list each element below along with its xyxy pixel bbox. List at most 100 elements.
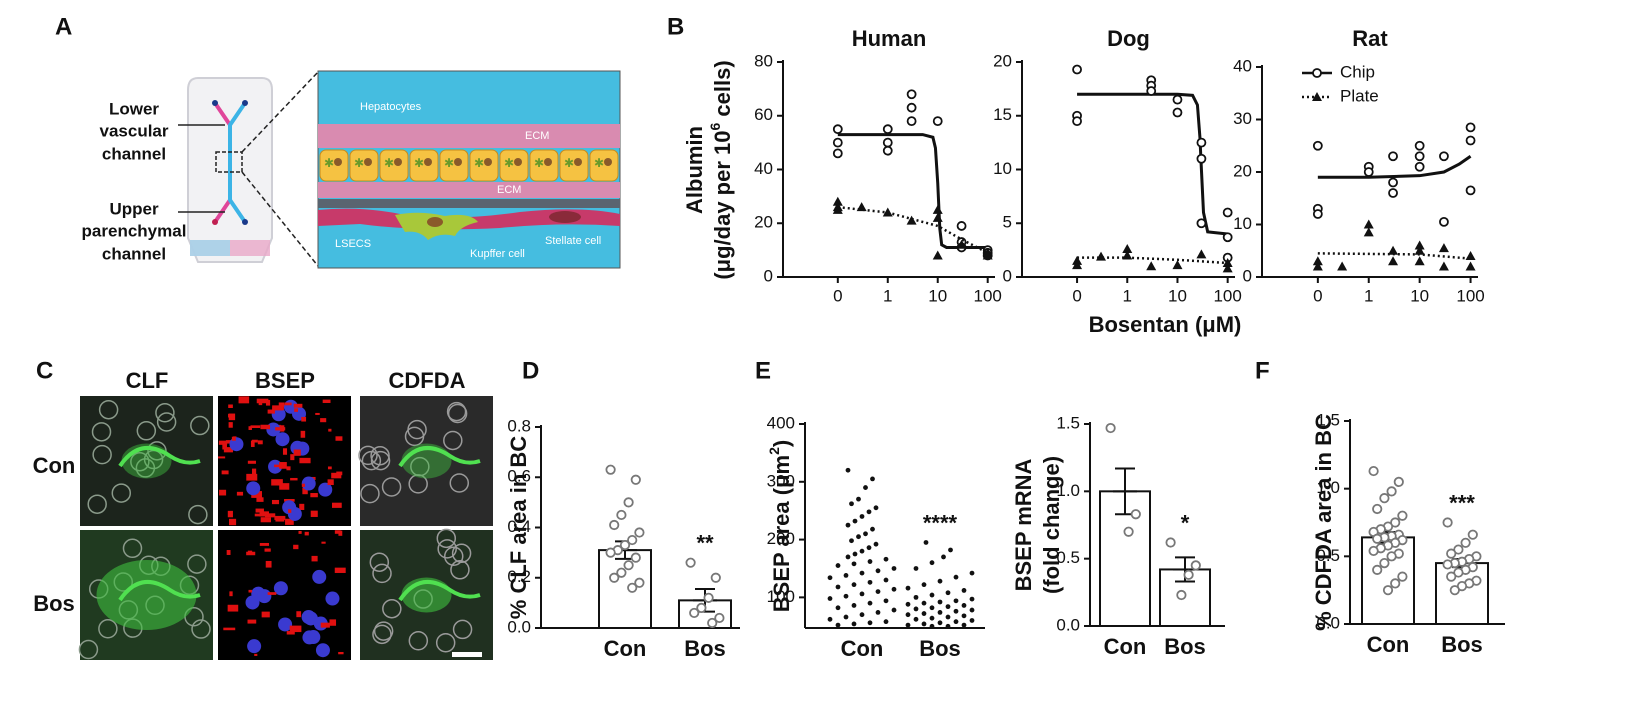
nucleus [394,158,402,166]
point [961,588,967,593]
y-tick-label: 0 [1003,266,1012,285]
point [1363,219,1374,229]
bsep-stain [218,440,228,445]
point [961,622,967,628]
x-tick-label: 0 [1072,286,1081,305]
nucleus [424,158,432,166]
cell [450,560,470,580]
point [1072,260,1083,270]
point [832,196,843,206]
bsep-stain [311,555,318,562]
point [875,609,881,615]
point [961,613,967,619]
schematic-label: ECM [525,130,549,142]
bsep-stain [300,430,306,438]
point [1183,569,1194,580]
point [1176,589,1187,601]
point [921,600,927,606]
point [875,568,881,574]
bsep-stain [271,479,283,486]
bsep-stain [258,399,263,406]
point [859,514,865,519]
y-tick-label: 0.0 [507,617,531,636]
point [866,545,872,551]
bsep-stain [254,513,264,517]
point [1222,207,1233,218]
stellate-marker: ✱ [534,156,544,170]
point [710,572,721,583]
point [883,577,889,583]
fit-line [1077,92,1228,236]
y-tick-label: 1.0 [1056,481,1080,500]
point [859,548,865,554]
x-tick-label: 0 [1313,286,1322,305]
point [937,620,943,626]
point [1439,216,1449,227]
point [1072,64,1082,75]
point [1390,578,1401,589]
point [1388,256,1399,266]
point [616,509,627,521]
point [948,547,953,553]
point [883,598,889,604]
point [835,622,841,628]
nucleus [325,591,340,606]
bsep-stain [332,502,342,508]
point [1467,529,1478,540]
point [685,557,696,568]
nucleus [257,589,272,604]
point [882,137,893,148]
y-tick-label: 0.6 [507,467,531,486]
point [1388,245,1399,255]
chip-label: Upper [109,199,159,218]
point [866,509,872,515]
point [1388,151,1398,162]
point [882,207,893,217]
point [619,539,631,551]
x-tick-label: 1 [1123,286,1132,305]
bsep-stain [250,440,255,447]
bsep-stain [223,447,233,453]
bsep-stain [293,544,299,550]
point [696,602,707,614]
cell [187,554,207,574]
y-tick-label: 40 [1233,56,1252,75]
point [1368,545,1379,557]
point [932,212,943,222]
chip-label: channel [102,144,166,163]
x-tick-label: 1 [883,286,892,305]
point [1465,122,1476,133]
bsep-stain [231,436,236,441]
cell [436,528,457,549]
y-axis-label: (fold change) [1039,456,1064,594]
nucleus [544,158,552,166]
bsep-stain [238,396,250,404]
y-tick-label: 1.5 [1316,410,1340,429]
point [1072,116,1082,127]
point [937,599,943,605]
point [835,605,841,611]
y-tick-label: 1.5 [1056,413,1080,432]
point [969,596,975,602]
point [863,531,868,537]
bsep-stain [336,471,343,476]
bsep-stain [247,619,257,624]
cell [373,621,394,641]
bsep-stain [320,622,330,628]
bsep-stain [256,398,269,404]
bsep-stain [329,619,337,626]
point [1196,137,1207,148]
hepatocyte [409,149,439,182]
point [873,541,879,547]
cell [358,445,378,466]
y-tick-label: 10 [1233,214,1252,233]
point [859,612,865,618]
cell [147,441,167,461]
bsep-stain [320,418,327,423]
x-tick-label: 10 [1168,286,1187,305]
bsep-stain [335,436,343,441]
cell [111,483,132,503]
point [906,89,917,100]
point [1438,243,1449,253]
column-label: BSEP [255,368,315,393]
